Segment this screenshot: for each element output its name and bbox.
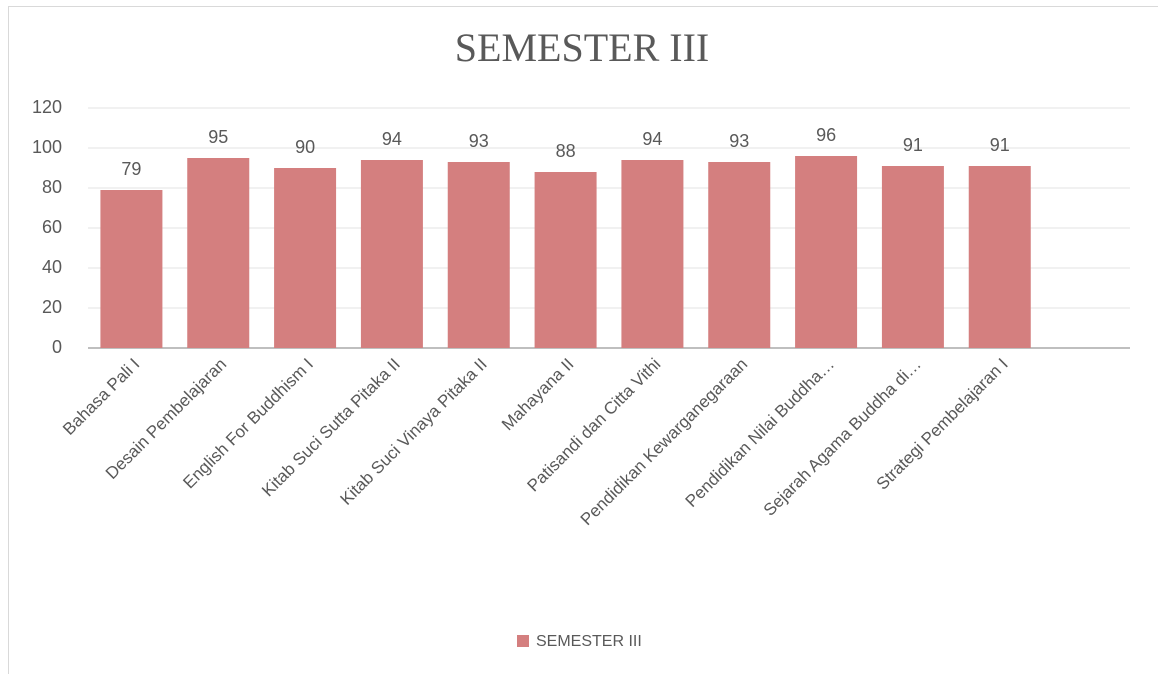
x-tick-label: Pendidikan Nilai Buddha… bbox=[682, 355, 838, 511]
data-label: 93 bbox=[469, 131, 489, 151]
bar bbox=[708, 162, 771, 348]
data-label: 91 bbox=[903, 135, 923, 155]
bar bbox=[274, 168, 337, 348]
legend-swatch bbox=[517, 635, 529, 647]
bar bbox=[534, 172, 597, 348]
data-label: 94 bbox=[382, 129, 402, 149]
y-tick-label: 20 bbox=[42, 297, 62, 317]
legend-label: SEMESTER III bbox=[536, 633, 642, 650]
bar bbox=[100, 190, 163, 348]
bar bbox=[621, 160, 684, 348]
y-tick-label: 60 bbox=[42, 217, 62, 237]
bar bbox=[968, 166, 1031, 348]
y-tick-label: 80 bbox=[42, 177, 62, 197]
y-tick-label: 120 bbox=[32, 97, 62, 117]
bar bbox=[447, 162, 510, 348]
y-tick-label: 0 bbox=[52, 337, 62, 357]
data-label: 90 bbox=[295, 137, 315, 157]
y-tick-label: 40 bbox=[42, 257, 62, 277]
chart-frame bbox=[8, 6, 1158, 674]
x-tick-label: Kitab Suci Vinaya Pitaka II bbox=[337, 355, 491, 509]
x-tick-label: Pendidikan Kewarganegaraan bbox=[577, 355, 752, 530]
data-label: 91 bbox=[990, 135, 1010, 155]
x-tick-label: Bahasa Pali I bbox=[59, 355, 143, 439]
x-tick-label: Mahayana II bbox=[498, 355, 578, 435]
y-tick-label: 100 bbox=[32, 137, 62, 157]
data-label: 95 bbox=[208, 127, 228, 147]
x-tick-label: Sejarah Agama Buddha di… bbox=[760, 355, 925, 520]
data-label: 96 bbox=[816, 125, 836, 145]
data-label: 88 bbox=[556, 141, 576, 161]
bar bbox=[187, 158, 250, 348]
bar bbox=[795, 156, 858, 348]
x-tick-label: Kitab Suci Sutta Pitaka II bbox=[258, 355, 404, 501]
data-label: 94 bbox=[642, 129, 662, 149]
bar bbox=[360, 160, 423, 348]
data-label: 79 bbox=[121, 159, 141, 179]
chart-title: SEMESTER III bbox=[455, 25, 709, 70]
bar bbox=[881, 166, 944, 348]
data-label: 93 bbox=[729, 131, 749, 151]
